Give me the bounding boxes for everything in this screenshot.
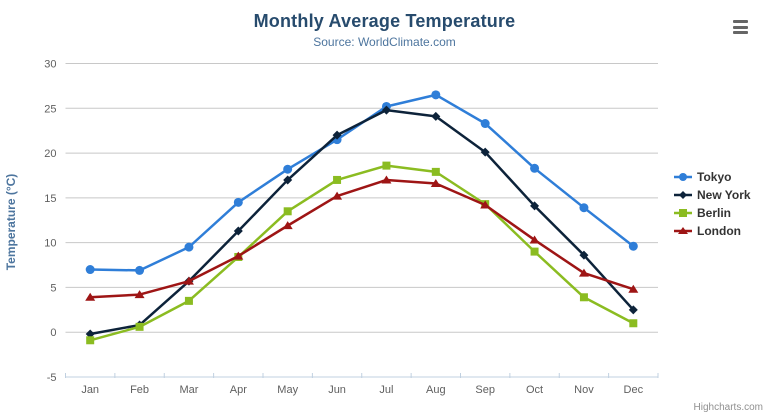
data-point-new-york[interactable] xyxy=(480,147,490,157)
square-marker-icon xyxy=(674,209,692,217)
data-point-tokyo[interactable] xyxy=(530,163,540,173)
legend-label: London xyxy=(697,224,741,238)
data-point-london[interactable] xyxy=(381,175,392,184)
x-axis-tick-label: Jul xyxy=(379,384,393,396)
series-line-tokyo[interactable] xyxy=(88,93,635,272)
chart-subtitle: Source: WorldClimate.com xyxy=(313,35,456,49)
data-point-berlin[interactable] xyxy=(382,161,391,170)
data-point-london[interactable] xyxy=(332,191,343,200)
series-line-new-york[interactable] xyxy=(88,108,635,336)
hamburger-icon xyxy=(733,20,748,23)
data-point-london[interactable] xyxy=(183,276,194,285)
data-point-new-york[interactable] xyxy=(283,175,293,185)
y-axis-tick-label: 25 xyxy=(44,103,56,115)
y-axis-tick-label: 30 xyxy=(44,59,56,71)
series-line-london[interactable] xyxy=(88,178,635,299)
data-point-london[interactable] xyxy=(85,292,96,301)
data-point-new-york[interactable] xyxy=(332,130,342,140)
data-point-london[interactable] xyxy=(628,284,639,293)
y-axis-tick-label: -5 xyxy=(47,372,57,384)
square-glyph xyxy=(679,209,687,217)
data-point-tokyo[interactable] xyxy=(283,164,293,174)
x-axis-tick-label: Oct xyxy=(526,384,543,396)
y-axis-tick-label: 5 xyxy=(50,282,56,294)
legend-item-new-york[interactable]: New York xyxy=(674,188,751,202)
data-point-tokyo[interactable] xyxy=(628,241,638,251)
series-line-berlin[interactable] xyxy=(88,164,635,342)
legend-label: New York xyxy=(697,188,751,202)
y-axis-tick-label: 0 xyxy=(50,327,56,339)
export-menu-button[interactable] xyxy=(733,20,748,34)
y-axis-tick-label: 20 xyxy=(44,148,56,160)
data-point-new-york[interactable] xyxy=(431,111,441,121)
data-point-london[interactable] xyxy=(134,290,145,299)
triangle-glyph xyxy=(678,227,688,234)
chart-title: Monthly Average Temperature xyxy=(253,11,516,31)
x-axis-tick-label: Dec xyxy=(624,384,644,396)
x-axis-tick-label: Nov xyxy=(574,384,594,396)
data-point-berlin[interactable] xyxy=(530,247,539,256)
data-point-berlin[interactable] xyxy=(579,293,588,302)
legend-item-tokyo[interactable]: Tokyo xyxy=(674,170,751,184)
data-point-berlin[interactable] xyxy=(135,322,144,331)
hamburger-icon xyxy=(733,31,748,34)
x-axis-tick-label: Mar xyxy=(179,384,198,396)
data-point-berlin[interactable] xyxy=(629,319,638,328)
legend-label: Berlin xyxy=(697,206,732,220)
x-axis-tick-label: Sep xyxy=(475,384,495,396)
data-point-new-york[interactable] xyxy=(233,226,243,236)
diamond-marker-icon xyxy=(674,191,692,199)
x-axis-tick-label: Aug xyxy=(426,384,446,396)
data-point-new-york[interactable] xyxy=(85,329,95,339)
data-point-new-york[interactable] xyxy=(628,305,638,315)
data-point-berlin[interactable] xyxy=(431,167,440,176)
diamond-glyph xyxy=(679,191,687,199)
data-point-london[interactable] xyxy=(282,221,293,230)
y-axis-tick-label: 15 xyxy=(44,193,56,205)
data-point-tokyo[interactable] xyxy=(480,119,490,129)
y-axis-title: Temperature (°C) xyxy=(4,173,18,271)
data-point-new-york[interactable] xyxy=(530,201,540,211)
data-point-london[interactable] xyxy=(430,179,441,188)
legend: Tokyo New York Berlin London xyxy=(674,170,751,238)
triangle-marker-icon xyxy=(674,227,692,234)
data-point-new-york[interactable] xyxy=(381,105,391,115)
data-point-london[interactable] xyxy=(480,200,491,209)
data-point-tokyo[interactable] xyxy=(184,242,194,252)
x-axis-tick-label: Feb xyxy=(130,384,149,396)
circle-marker-icon xyxy=(674,173,692,181)
hamburger-icon xyxy=(733,25,748,29)
data-point-london[interactable] xyxy=(529,235,540,244)
x-axis-tick-label: May xyxy=(277,384,298,396)
data-point-berlin[interactable] xyxy=(184,296,193,305)
x-axis-tick-label: Apr xyxy=(230,384,247,396)
data-point-tokyo[interactable] xyxy=(85,265,95,275)
data-point-berlin[interactable] xyxy=(283,207,292,216)
x-axis-tick-label: Jun xyxy=(328,384,346,396)
legend-item-berlin[interactable]: Berlin xyxy=(674,206,751,220)
data-point-tokyo[interactable] xyxy=(233,197,243,207)
data-point-berlin[interactable] xyxy=(333,175,342,184)
legend-item-london[interactable]: London xyxy=(674,224,751,238)
legend-label: Tokyo xyxy=(697,170,732,184)
data-point-tokyo[interactable] xyxy=(431,90,441,100)
data-point-london[interactable] xyxy=(578,268,589,277)
data-point-berlin[interactable] xyxy=(86,336,95,345)
circle-glyph xyxy=(679,173,687,181)
data-point-tokyo[interactable] xyxy=(135,265,145,275)
data-point-new-york[interactable] xyxy=(579,250,589,260)
x-axis-tick-label: Jan xyxy=(81,384,99,396)
credits-link[interactable]: Highcharts.com xyxy=(693,402,763,413)
data-point-london[interactable] xyxy=(233,251,244,260)
y-axis-tick-label: 10 xyxy=(44,238,56,250)
data-point-tokyo[interactable] xyxy=(579,203,589,213)
